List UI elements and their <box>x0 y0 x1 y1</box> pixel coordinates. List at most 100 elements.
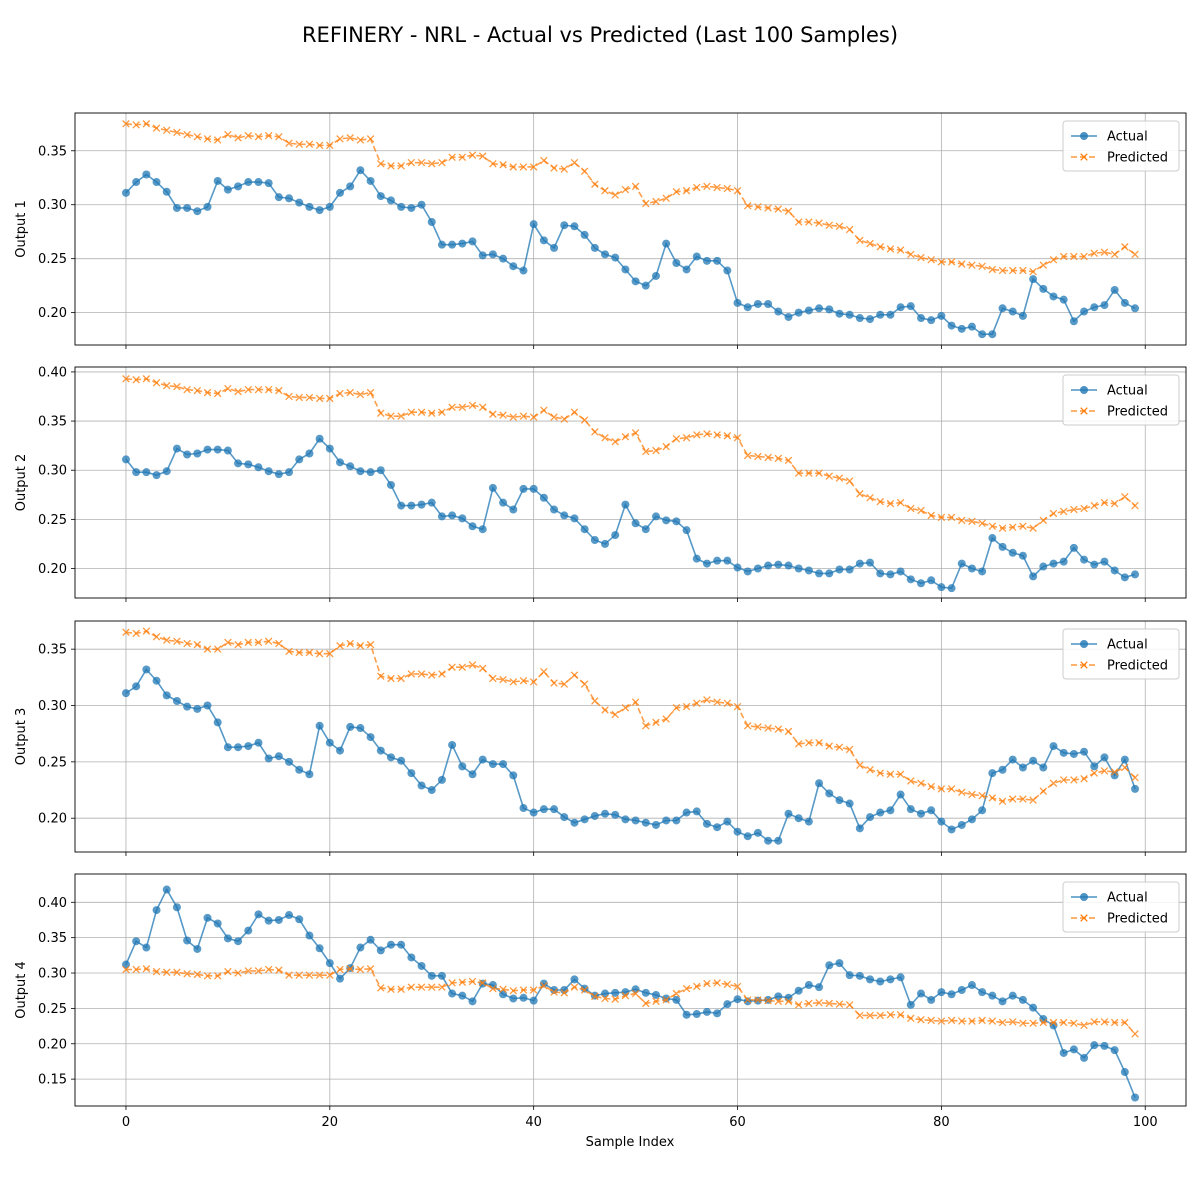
y-axis-label: Output 2 <box>14 454 29 512</box>
data-point-predicted <box>295 140 303 149</box>
legend-label-actual: Actual <box>1107 384 1148 399</box>
data-point-predicted <box>723 432 732 440</box>
data-point-predicted <box>397 985 405 994</box>
data-point-predicted <box>927 782 935 791</box>
data-point-predicted <box>336 135 344 143</box>
x-tick-label: 100 <box>1133 1115 1158 1130</box>
data-point-actual <box>723 1000 732 1009</box>
data-point-predicted <box>723 184 732 193</box>
data-point-actual <box>967 815 976 824</box>
data-point-actual <box>417 500 426 509</box>
data-point-actual <box>570 975 579 984</box>
data-point-actual <box>132 682 141 691</box>
data-point-predicted <box>743 722 752 730</box>
legend-label-predicted: Predicted <box>1107 912 1168 927</box>
data-point-predicted <box>1110 499 1119 508</box>
y-tick-label: 0.20 <box>38 1037 67 1052</box>
data-point-actual <box>193 207 202 216</box>
series-line-actual <box>125 168 1136 336</box>
data-point-predicted <box>642 722 650 730</box>
y-tick-label: 0.25 <box>38 513 67 528</box>
data-point-actual <box>152 676 161 685</box>
data-point-actual <box>957 820 966 829</box>
data-point-predicted <box>213 972 222 980</box>
data-point-actual <box>539 805 548 814</box>
data-point-predicted <box>438 408 446 416</box>
data-point-actual <box>1018 995 1027 1004</box>
data-point-predicted <box>723 699 732 708</box>
data-point-predicted <box>203 388 212 397</box>
data-point-actual <box>305 449 314 458</box>
data-point-predicted <box>254 967 263 975</box>
data-point-actual <box>1120 298 1129 307</box>
data-point-predicted <box>244 385 253 394</box>
y-tick-label: 0.35 <box>38 931 67 946</box>
data-point-predicted <box>275 966 283 974</box>
data-point-actual <box>753 564 762 573</box>
data-point-actual <box>845 310 854 319</box>
data-point-actual <box>203 913 212 922</box>
data-point-actual <box>662 516 671 525</box>
data-point-actual <box>967 981 976 990</box>
legend-marker-predicted <box>1080 407 1088 415</box>
data-point-predicted <box>183 969 191 978</box>
data-point-predicted <box>152 967 161 976</box>
data-point-predicted <box>631 429 640 437</box>
data-point-predicted <box>427 671 436 679</box>
data-point-predicted <box>417 670 426 678</box>
data-point-predicted <box>122 965 130 974</box>
data-point-predicted <box>978 791 986 800</box>
data-point-actual <box>927 316 936 325</box>
data-point-actual <box>183 702 192 711</box>
data-point-predicted <box>876 769 884 777</box>
data-point-predicted <box>438 158 446 167</box>
data-point-predicted <box>703 430 711 438</box>
data-point-predicted <box>499 161 507 169</box>
data-point-predicted <box>295 393 303 402</box>
data-point-actual <box>601 539 610 548</box>
data-point-actual <box>366 468 375 477</box>
series-line-actual <box>125 437 1136 590</box>
data-point-predicted <box>1059 1018 1068 1027</box>
data-point-predicted <box>1090 501 1099 510</box>
data-point-actual <box>336 974 345 983</box>
data-point-actual <box>845 565 854 574</box>
data-point-actual <box>1059 557 1068 566</box>
data-point-predicted <box>315 141 324 150</box>
data-point-predicted <box>692 183 701 192</box>
data-point-actual <box>580 815 589 824</box>
data-point-predicted <box>1100 248 1109 256</box>
data-point-predicted <box>122 628 130 637</box>
data-point-predicted <box>968 261 976 269</box>
legend-marker-actual <box>1080 386 1088 394</box>
data-point-predicted <box>285 392 293 401</box>
data-point-actual <box>947 321 956 330</box>
data-point-actual <box>927 576 936 585</box>
data-point-actual <box>295 455 304 464</box>
data-point-predicted <box>968 517 976 526</box>
data-point-predicted <box>733 702 742 711</box>
data-point-predicted <box>519 676 528 685</box>
data-point-predicted <box>489 410 497 418</box>
data-point-actual <box>947 584 956 593</box>
data-point-predicted <box>366 135 375 143</box>
data-point-predicted <box>305 393 314 402</box>
data-point-actual <box>1049 742 1058 751</box>
legend-label-actual: Actual <box>1107 891 1148 906</box>
data-point-actual <box>336 188 345 197</box>
data-point-actual <box>906 805 915 814</box>
data-point-actual <box>152 471 161 480</box>
data-point-actual <box>458 514 467 523</box>
data-point-actual <box>285 911 294 920</box>
data-point-predicted <box>1059 252 1068 261</box>
data-point-actual <box>1100 1041 1109 1050</box>
data-point-predicted <box>346 965 354 973</box>
data-point-actual <box>1018 763 1027 772</box>
axes-frame <box>74 366 1187 599</box>
data-point-actual <box>1049 1021 1058 1030</box>
data-point-predicted <box>183 130 191 139</box>
data-point-actual <box>621 265 630 274</box>
data-point-predicted <box>234 969 242 977</box>
data-point-predicted <box>896 770 905 779</box>
